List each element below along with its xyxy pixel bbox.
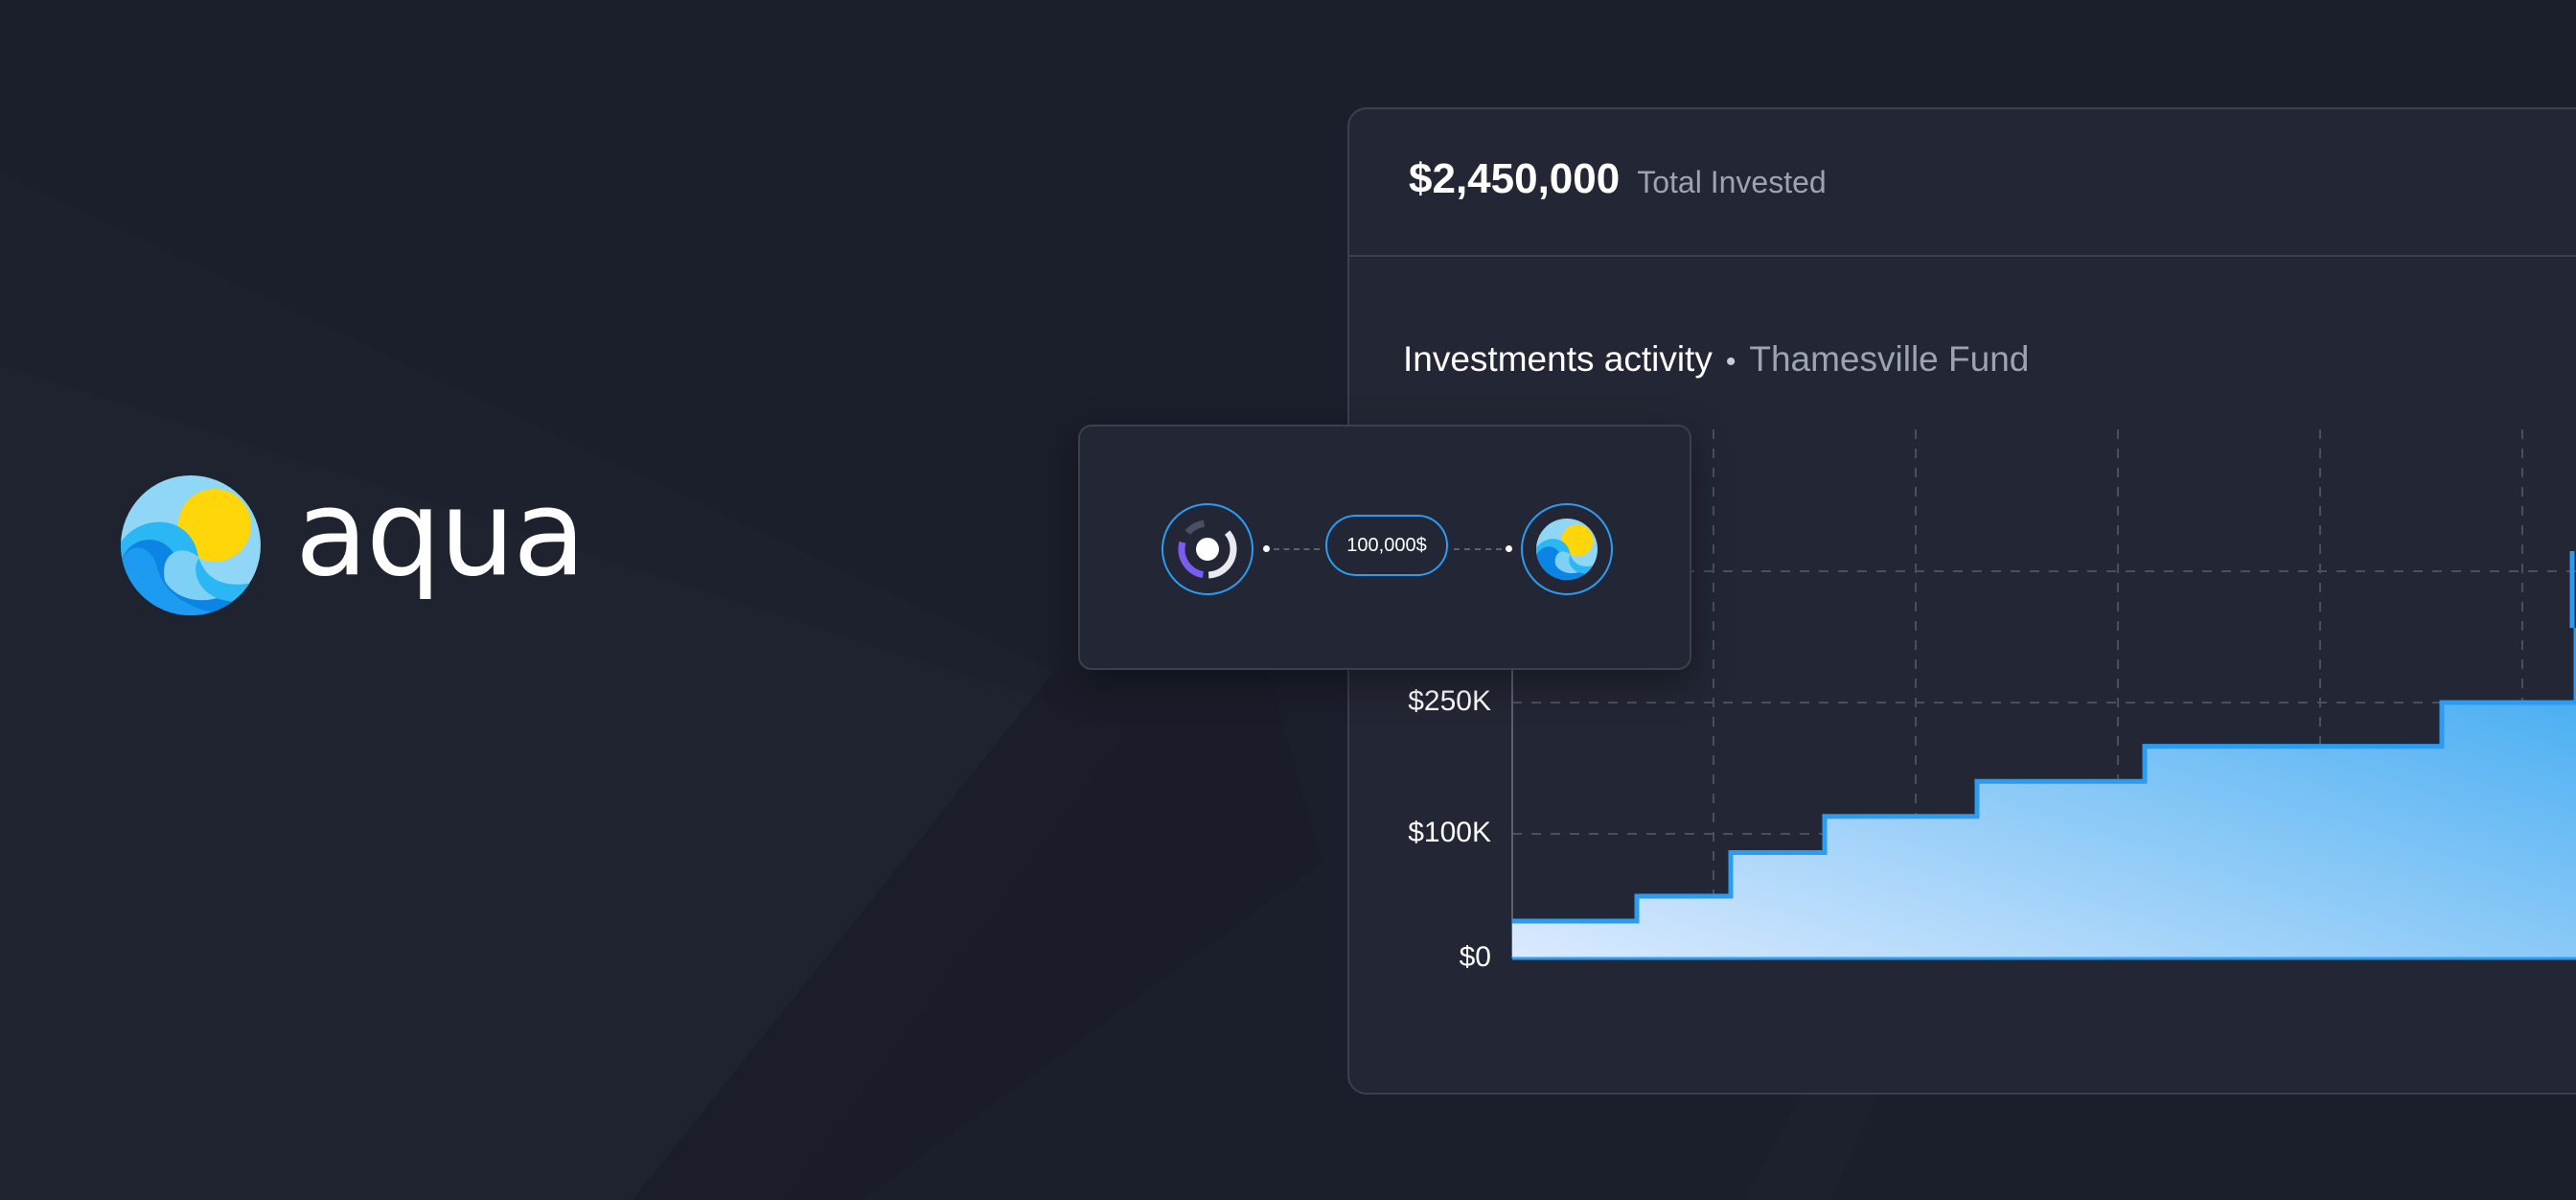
- total-label: Total Invested: [1637, 165, 1827, 199]
- activity-header: Investments activity • Thamesville Fund: [1403, 339, 2029, 380]
- total-invested-row: $2,450,000 Total Invested: [1409, 155, 1827, 203]
- y-tick-label: $0: [1459, 941, 1491, 973]
- connector-left: [1274, 548, 1320, 552]
- total-amount: $2,450,000: [1409, 155, 1621, 202]
- aqua-logo-small-icon: [1536, 519, 1598, 580]
- y-tick-label: $100K: [1408, 817, 1491, 848]
- series-line: [1512, 628, 2576, 924]
- connector-dot-left: [1263, 545, 1270, 552]
- activity-title: Investments activity: [1403, 339, 1713, 379]
- activity-separator: •: [1725, 346, 1736, 378]
- donut-segment-icon: [1178, 519, 1237, 579]
- area-fill: [1512, 628, 2576, 958]
- destination-node: [1521, 503, 1613, 595]
- aqua-logo-icon: [121, 475, 261, 615]
- transfer-card: 100,000$: [1078, 425, 1691, 670]
- brand-name: aqua: [295, 465, 586, 603]
- source-node: [1162, 503, 1254, 595]
- y-tick-label: $250K: [1408, 685, 1491, 717]
- fund-name: Thamesville Fund: [1749, 339, 2030, 379]
- card-divider: [1349, 255, 2576, 257]
- connector-right: [1454, 548, 1502, 552]
- connector-dot-right: [1506, 545, 1512, 552]
- brand: aqua: [121, 465, 586, 615]
- transfer-amount-pill: 100,000$: [1325, 515, 1448, 576]
